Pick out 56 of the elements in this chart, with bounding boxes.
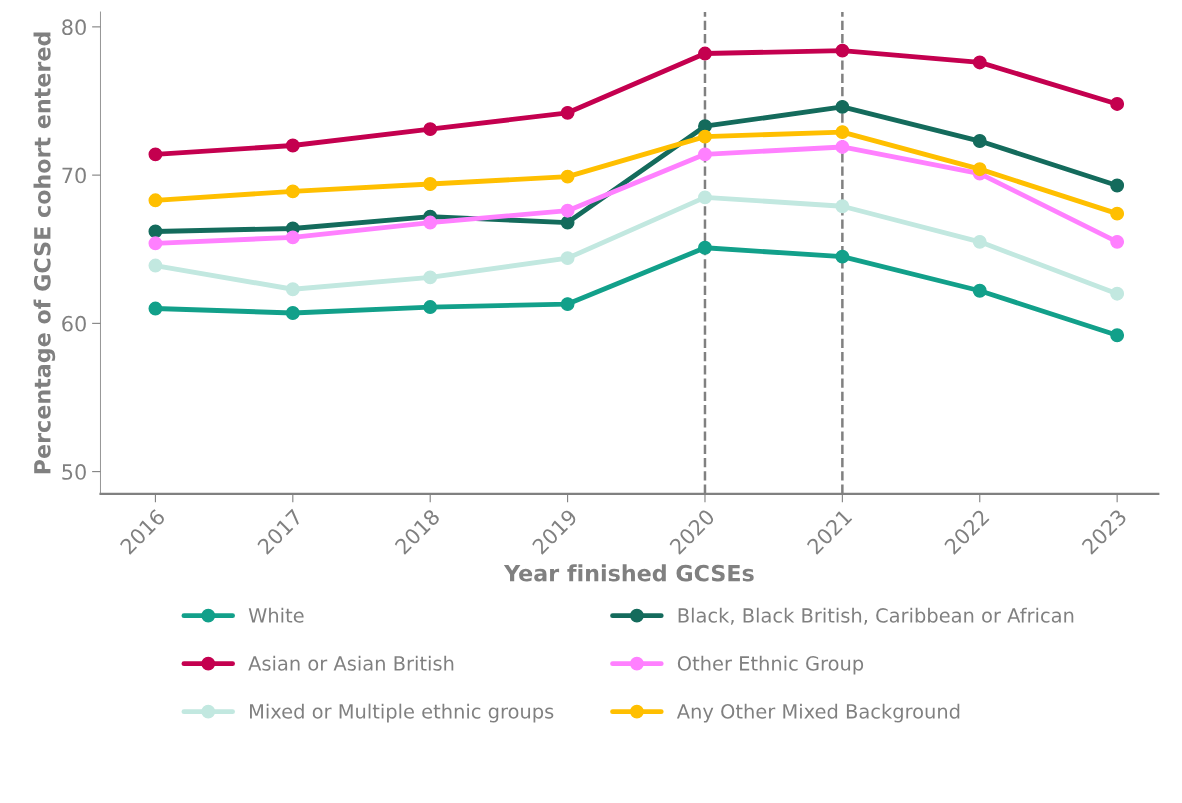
point [423, 300, 438, 314]
point [835, 199, 850, 214]
point [972, 162, 987, 177]
legend-label: Any Other Mixed Background [676, 703, 960, 723]
point [972, 55, 987, 70]
point [835, 249, 850, 264]
legend-label: Other Ethnic Group [677, 655, 864, 675]
y-tick-label: 50 [62, 464, 86, 480]
point [835, 99, 850, 114]
point [560, 215, 575, 230]
y-tick-label: 70 [62, 167, 86, 184]
point [972, 283, 987, 298]
point [698, 190, 712, 205]
point [1110, 328, 1125, 343]
legend-label: Asian or Asian British [248, 655, 454, 671]
point [423, 270, 438, 285]
point [285, 230, 300, 245]
point [560, 297, 575, 312]
point [835, 43, 850, 58]
point [1110, 97, 1125, 111]
point [423, 215, 438, 230]
point [972, 234, 987, 249]
point [560, 251, 575, 266]
point [835, 140, 850, 154]
legend-label: Black, Black British, Caribbean or African [678, 607, 1074, 625]
point [148, 236, 163, 251]
point [560, 105, 575, 120]
point [148, 301, 163, 316]
point [560, 203, 575, 218]
point [148, 193, 163, 208]
point [148, 258, 163, 273]
legend-label: Mixed or Multiple ethnic groups [250, 703, 554, 723]
point [285, 138, 300, 153]
point [835, 125, 850, 140]
point [560, 169, 575, 184]
point [148, 147, 163, 162]
point [423, 177, 438, 191]
point [285, 184, 300, 199]
point [285, 306, 300, 320]
point [972, 134, 987, 148]
point [1110, 286, 1125, 301]
point [698, 147, 712, 162]
y-tick-label: 60 [62, 315, 86, 332]
point [698, 129, 712, 144]
y-axis-title: Percentage of GCSE cohort entered [33, 32, 56, 474]
x-axis-title: Year finished GCSEs [503, 564, 754, 582]
point [148, 224, 163, 239]
point [1110, 206, 1125, 221]
point [1110, 234, 1125, 249]
point [1110, 178, 1125, 193]
point [285, 282, 300, 297]
legend-label: White [248, 607, 304, 623]
y-tick-label: 80 [62, 19, 86, 36]
point [698, 46, 712, 61]
point [423, 122, 438, 137]
point [698, 240, 712, 255]
